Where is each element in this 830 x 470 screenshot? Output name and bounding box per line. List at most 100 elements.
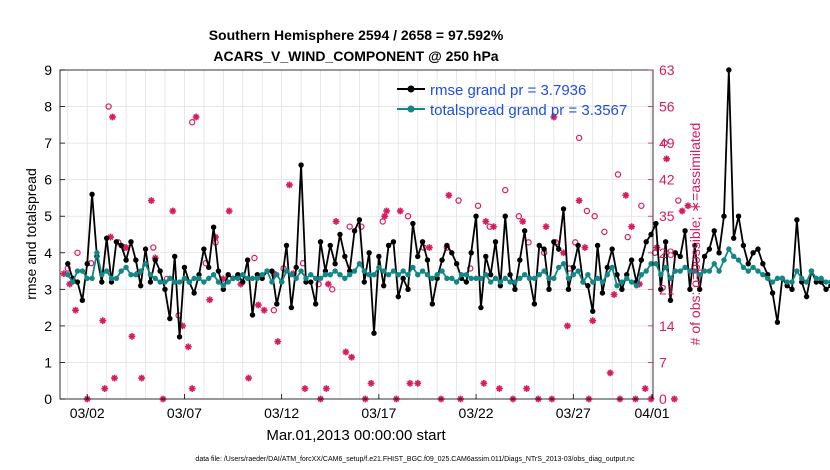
rmse-point bbox=[696, 286, 703, 293]
rmse-point bbox=[609, 246, 615, 252]
obs-assimilated-marker bbox=[628, 223, 636, 231]
y2-tick-label: 56 bbox=[659, 99, 675, 115]
totalspread-point bbox=[701, 268, 708, 274]
totalspread-point bbox=[123, 264, 129, 271]
obs-possible-marker bbox=[328, 286, 336, 293]
totalspread-point bbox=[706, 268, 713, 274]
totalspread-point bbox=[206, 275, 212, 282]
totalspread-point bbox=[468, 275, 474, 282]
totalspread-point bbox=[638, 272, 645, 278]
rmse-point bbox=[755, 246, 761, 252]
y2-tick-label: 42 bbox=[659, 172, 675, 188]
totalspread-point bbox=[580, 279, 586, 285]
totalspread-point bbox=[196, 275, 202, 282]
rmse-point bbox=[701, 253, 708, 260]
asterisk-stroke bbox=[381, 213, 388, 220]
totalspread-point bbox=[774, 275, 781, 282]
rmse-point bbox=[594, 242, 601, 249]
totalspread-point bbox=[633, 282, 640, 289]
totalspread-point bbox=[769, 279, 776, 285]
obs-possible-marker bbox=[624, 233, 631, 241]
obs-possible-marker bbox=[591, 213, 598, 220]
rmse-point bbox=[730, 235, 737, 241]
x-tick-label: 04/01 bbox=[634, 405, 669, 421]
asterisk-stroke bbox=[185, 343, 192, 350]
rmse-point bbox=[361, 279, 367, 285]
obs-possible-marker bbox=[661, 139, 668, 147]
totalspread-point bbox=[308, 272, 314, 278]
asterisk-stroke bbox=[255, 302, 262, 308]
y2-tick-label: 63 bbox=[659, 62, 675, 78]
obs-possible-marker bbox=[515, 213, 523, 220]
rmse-point bbox=[619, 286, 625, 293]
rmse-point bbox=[653, 220, 659, 227]
totalspread-point bbox=[167, 275, 173, 282]
rmse-point bbox=[103, 235, 110, 241]
rmse-point bbox=[84, 261, 90, 267]
totalspread-point bbox=[449, 275, 455, 282]
obs-assimilated-marker bbox=[348, 353, 356, 361]
totalspread-point bbox=[677, 268, 683, 274]
totalspread-point bbox=[118, 268, 124, 274]
totalspread-point bbox=[128, 272, 134, 278]
totalspread-point bbox=[327, 272, 333, 278]
totalspread-point bbox=[201, 279, 207, 285]
chart-title: Southern Hemisphere 2594 / 2658 = 97.592… bbox=[209, 27, 504, 43]
totalspread-point bbox=[609, 264, 615, 271]
obs-possible-marker bbox=[346, 223, 353, 230]
totalspread-point bbox=[803, 279, 810, 285]
rmse-point bbox=[614, 272, 620, 278]
totalspread-point bbox=[696, 272, 703, 278]
obs-possible-marker bbox=[474, 202, 482, 209]
obs-assimilated-marker bbox=[550, 113, 558, 121]
totalspread-point bbox=[497, 279, 504, 285]
asterisk-stroke bbox=[60, 270, 67, 277]
rmse-point bbox=[769, 290, 776, 296]
y2-tick-label: 35 bbox=[659, 208, 675, 224]
totalspread-point bbox=[565, 275, 572, 282]
obs-assimilated-marker bbox=[381, 212, 389, 220]
obs-assimilated-marker bbox=[122, 244, 130, 251]
rmse-point bbox=[298, 162, 304, 168]
obs-assimilated-marker bbox=[322, 385, 330, 392]
y-tick-label: 0 bbox=[44, 391, 52, 407]
asterisk-stroke bbox=[101, 385, 108, 392]
obs-assimilated-marker bbox=[396, 207, 404, 215]
plot-area bbox=[60, 70, 653, 399]
totalspread-point bbox=[152, 275, 158, 282]
obs-assimilated-marker bbox=[138, 374, 146, 382]
asterisk-stroke bbox=[123, 244, 130, 251]
y2-axis-label: # of obs: o=possible; ∗=assimilated bbox=[687, 123, 703, 346]
obs-possible-marker bbox=[583, 207, 591, 215]
totalspread-point bbox=[463, 272, 470, 278]
y-tick-label: 8 bbox=[44, 99, 52, 115]
data-file-footnote: data file: /Users/raeder/DAI/ATM_forcXX/… bbox=[195, 456, 635, 463]
obs-assimilated-marker bbox=[184, 343, 192, 351]
rmse-point bbox=[512, 286, 518, 293]
totalspread-point bbox=[672, 268, 679, 274]
rmse-point bbox=[599, 290, 606, 296]
totalspread-point bbox=[94, 250, 100, 256]
asterisk-stroke bbox=[519, 218, 526, 225]
rmse-point bbox=[745, 261, 751, 267]
obs-possible-marker bbox=[675, 197, 682, 204]
totalspread-point bbox=[590, 279, 596, 285]
rmse-point bbox=[439, 257, 445, 263]
rmse-point bbox=[133, 257, 139, 263]
totalspread-point bbox=[366, 272, 372, 278]
obs-assimilated-marker bbox=[101, 385, 109, 392]
obs-assimilated-marker bbox=[445, 191, 453, 199]
rmse-point bbox=[667, 297, 674, 303]
totalspread-point bbox=[191, 275, 197, 282]
totalspread-point bbox=[186, 279, 192, 285]
totalspread-point bbox=[347, 272, 353, 278]
rmse-point bbox=[376, 253, 382, 260]
totalspread-point bbox=[492, 275, 499, 282]
asterisk-stroke bbox=[368, 380, 375, 387]
rmse-point bbox=[99, 279, 105, 285]
totalspread-point bbox=[84, 275, 90, 282]
totalspread-point bbox=[215, 279, 222, 285]
rmse-point bbox=[721, 213, 727, 219]
obs-possible-marker bbox=[614, 171, 622, 178]
totalspread-point bbox=[424, 272, 431, 278]
